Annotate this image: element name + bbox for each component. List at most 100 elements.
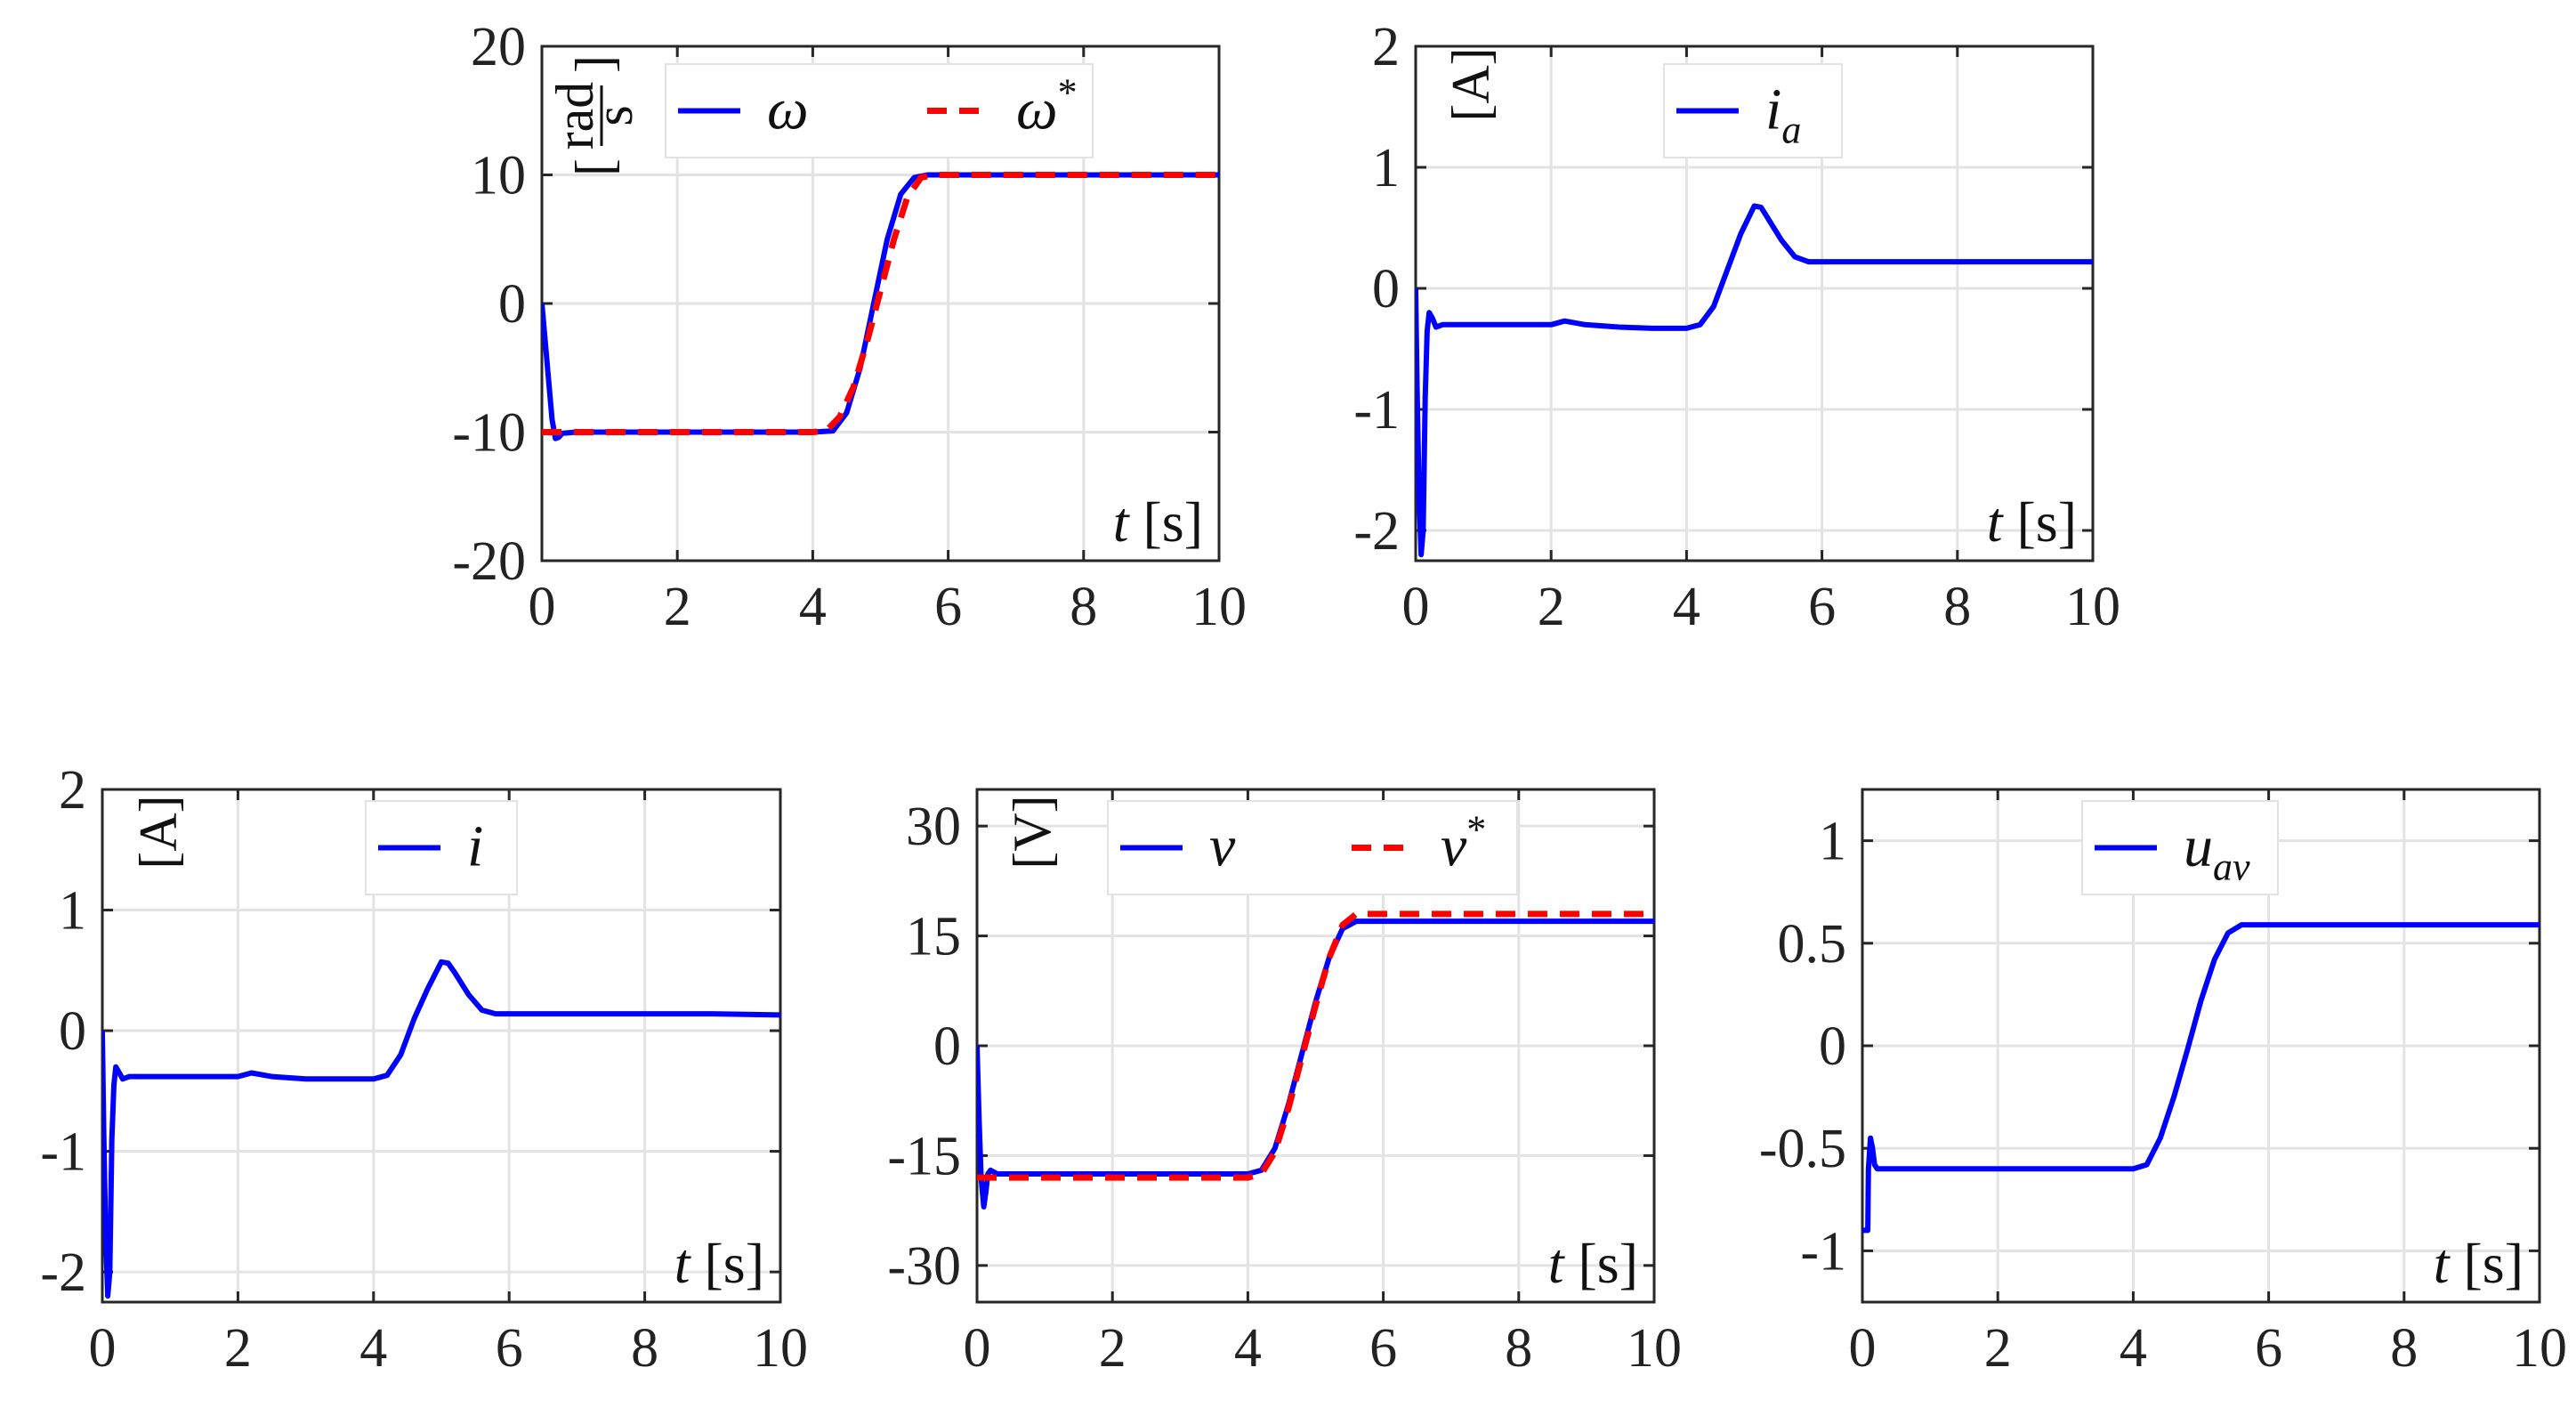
- y-tick-label: -0.5: [1759, 1119, 1846, 1179]
- y-tick-label: -1: [1353, 380, 1400, 441]
- legend: v v*: [1107, 800, 1518, 895]
- y-tick-label: -20: [452, 531, 526, 592]
- legend-superscript: *: [1058, 71, 1078, 115]
- x-tick-label: 10: [1627, 1318, 1682, 1379]
- y-tick-label: 0: [1819, 1016, 1846, 1077]
- unit-denominator: s: [585, 105, 643, 125]
- legend: i: [365, 800, 518, 895]
- subplot-3: 0 2 4 6 8 10 -2 -1 0 1 2 i t [s] [A]: [40, 760, 808, 1379]
- x-tick-label: 10: [2512, 1318, 2567, 1379]
- legend-label: v: [1209, 814, 1236, 879]
- x-tick-label: 6: [934, 577, 962, 637]
- unit-text: [A]: [129, 795, 188, 869]
- x-tick-label: 0: [1402, 577, 1430, 637]
- x-axis-title: t [s]: [1548, 1232, 1638, 1295]
- x-axis-unit: [s]: [2463, 1232, 2524, 1295]
- unit-label: [A]: [1441, 47, 1500, 121]
- series-line-1: [1416, 203, 2093, 558]
- subplot-5: 0 2 4 6 8 10 -1 -0.5 0 0.5 1 uav t [s]: [1759, 788, 2567, 1379]
- series-line-1: [1862, 922, 2540, 1234]
- legend-label: ω: [767, 77, 809, 142]
- x-tick-label: 4: [2120, 1318, 2147, 1379]
- x-axis-variable: t: [674, 1232, 692, 1295]
- x-axis-unit: [s]: [704, 1232, 764, 1295]
- x-axis-title: t [s]: [674, 1232, 764, 1295]
- x-tick-label: 2: [1538, 577, 1565, 637]
- x-tick-label: 8: [2390, 1318, 2418, 1379]
- x-tick-label: 8: [1505, 1318, 1532, 1379]
- x-tick-label: 8: [1070, 577, 1097, 637]
- y-tick-label: 0.5: [1778, 914, 1847, 975]
- x-tick-label: 0: [1849, 1318, 1877, 1379]
- legend-subscript: a: [1781, 109, 1801, 152]
- legend-superscript: *: [1466, 808, 1486, 852]
- legend: ω ω*: [665, 63, 1094, 158]
- y-tick-label: -2: [40, 1242, 86, 1303]
- y-tick-label: -1: [1800, 1221, 1846, 1282]
- y-tick-label: 1: [1372, 138, 1400, 198]
- x-tick-label: 4: [359, 1318, 387, 1379]
- y-tick-label: 2: [1372, 17, 1400, 77]
- legend-symbol: v: [1441, 814, 1467, 879]
- x-tick-label: 6: [1369, 1318, 1397, 1379]
- y-tick-label: 0: [933, 1016, 961, 1077]
- y-tick-label: 20: [471, 17, 526, 77]
- unit-text: [V]: [1003, 795, 1062, 869]
- x-axis-variable: t: [1113, 490, 1131, 554]
- x-tick-label: 0: [89, 1318, 117, 1379]
- legend-symbol: v: [1209, 814, 1236, 879]
- unit-label: [A]: [129, 795, 188, 869]
- y-tick-label: 30: [906, 797, 961, 857]
- legend-label: i: [467, 814, 483, 879]
- x-tick-label: 10: [1191, 577, 1247, 637]
- y-tick-label: -10: [452, 403, 526, 464]
- x-tick-label: 4: [1234, 1318, 1262, 1379]
- legend-symbol: ω: [767, 77, 809, 142]
- legend-symbol: u: [2184, 814, 2213, 879]
- x-tick-label: 6: [1808, 577, 1836, 637]
- legend-symbol: i: [1765, 77, 1781, 142]
- x-tick-label: 6: [2255, 1318, 2282, 1379]
- x-axis-spacer: [1128, 490, 1143, 554]
- y-tick-label: -1: [40, 1122, 86, 1183]
- series-line-1: [977, 918, 1654, 1210]
- legend-label: ia: [1765, 77, 1801, 152]
- x-tick-label: 2: [1984, 1318, 2012, 1379]
- x-axis-unit: [s]: [2016, 490, 2077, 554]
- legend-subscript: av: [2213, 846, 2250, 889]
- x-tick-label: 2: [1099, 1318, 1126, 1379]
- y-tick-label: 0: [59, 1001, 86, 1062]
- x-tick-label: 0: [529, 577, 556, 637]
- x-axis-title: t [s]: [1987, 490, 2077, 554]
- x-tick-label: 4: [1673, 577, 1700, 637]
- y-tick-label: 0: [498, 274, 526, 335]
- subplot-2: 0 2 4 6 8 10 -2 -1 0 1 2 ia t [s] [A]: [1353, 17, 2120, 637]
- x-axis-variable: t: [2434, 1232, 2451, 1295]
- x-axis-unit: [s]: [1143, 490, 1203, 554]
- y-tick-label: -15: [887, 1126, 961, 1186]
- legend: ia: [1663, 63, 1843, 158]
- unit-bracket-left: [: [565, 158, 624, 176]
- y-tick-label: -30: [887, 1236, 961, 1297]
- unit-label: [V]: [1003, 795, 1062, 869]
- grid: [102, 789, 780, 1302]
- y-tick-label: 1: [1819, 812, 1846, 872]
- x-tick-label: 8: [1943, 577, 1971, 637]
- legend-label: ω*: [1016, 71, 1078, 142]
- x-axis-variable: t: [1987, 490, 2005, 554]
- y-tick-label: 1: [59, 881, 86, 942]
- x-axis-unit: [s]: [1578, 1232, 1638, 1295]
- x-tick-label: 6: [496, 1318, 523, 1379]
- y-tick-label: 2: [59, 760, 86, 821]
- unit-numerator: rad: [545, 82, 604, 150]
- legend-symbol: i: [467, 814, 483, 879]
- legend-symbol: ω: [1016, 77, 1058, 142]
- x-axis-variable: t: [1548, 1232, 1566, 1295]
- x-tick-label: 4: [799, 577, 827, 637]
- y-tick-label: 10: [471, 146, 526, 206]
- series-line-2: [542, 172, 1219, 435]
- x-tick-label: 2: [224, 1318, 252, 1379]
